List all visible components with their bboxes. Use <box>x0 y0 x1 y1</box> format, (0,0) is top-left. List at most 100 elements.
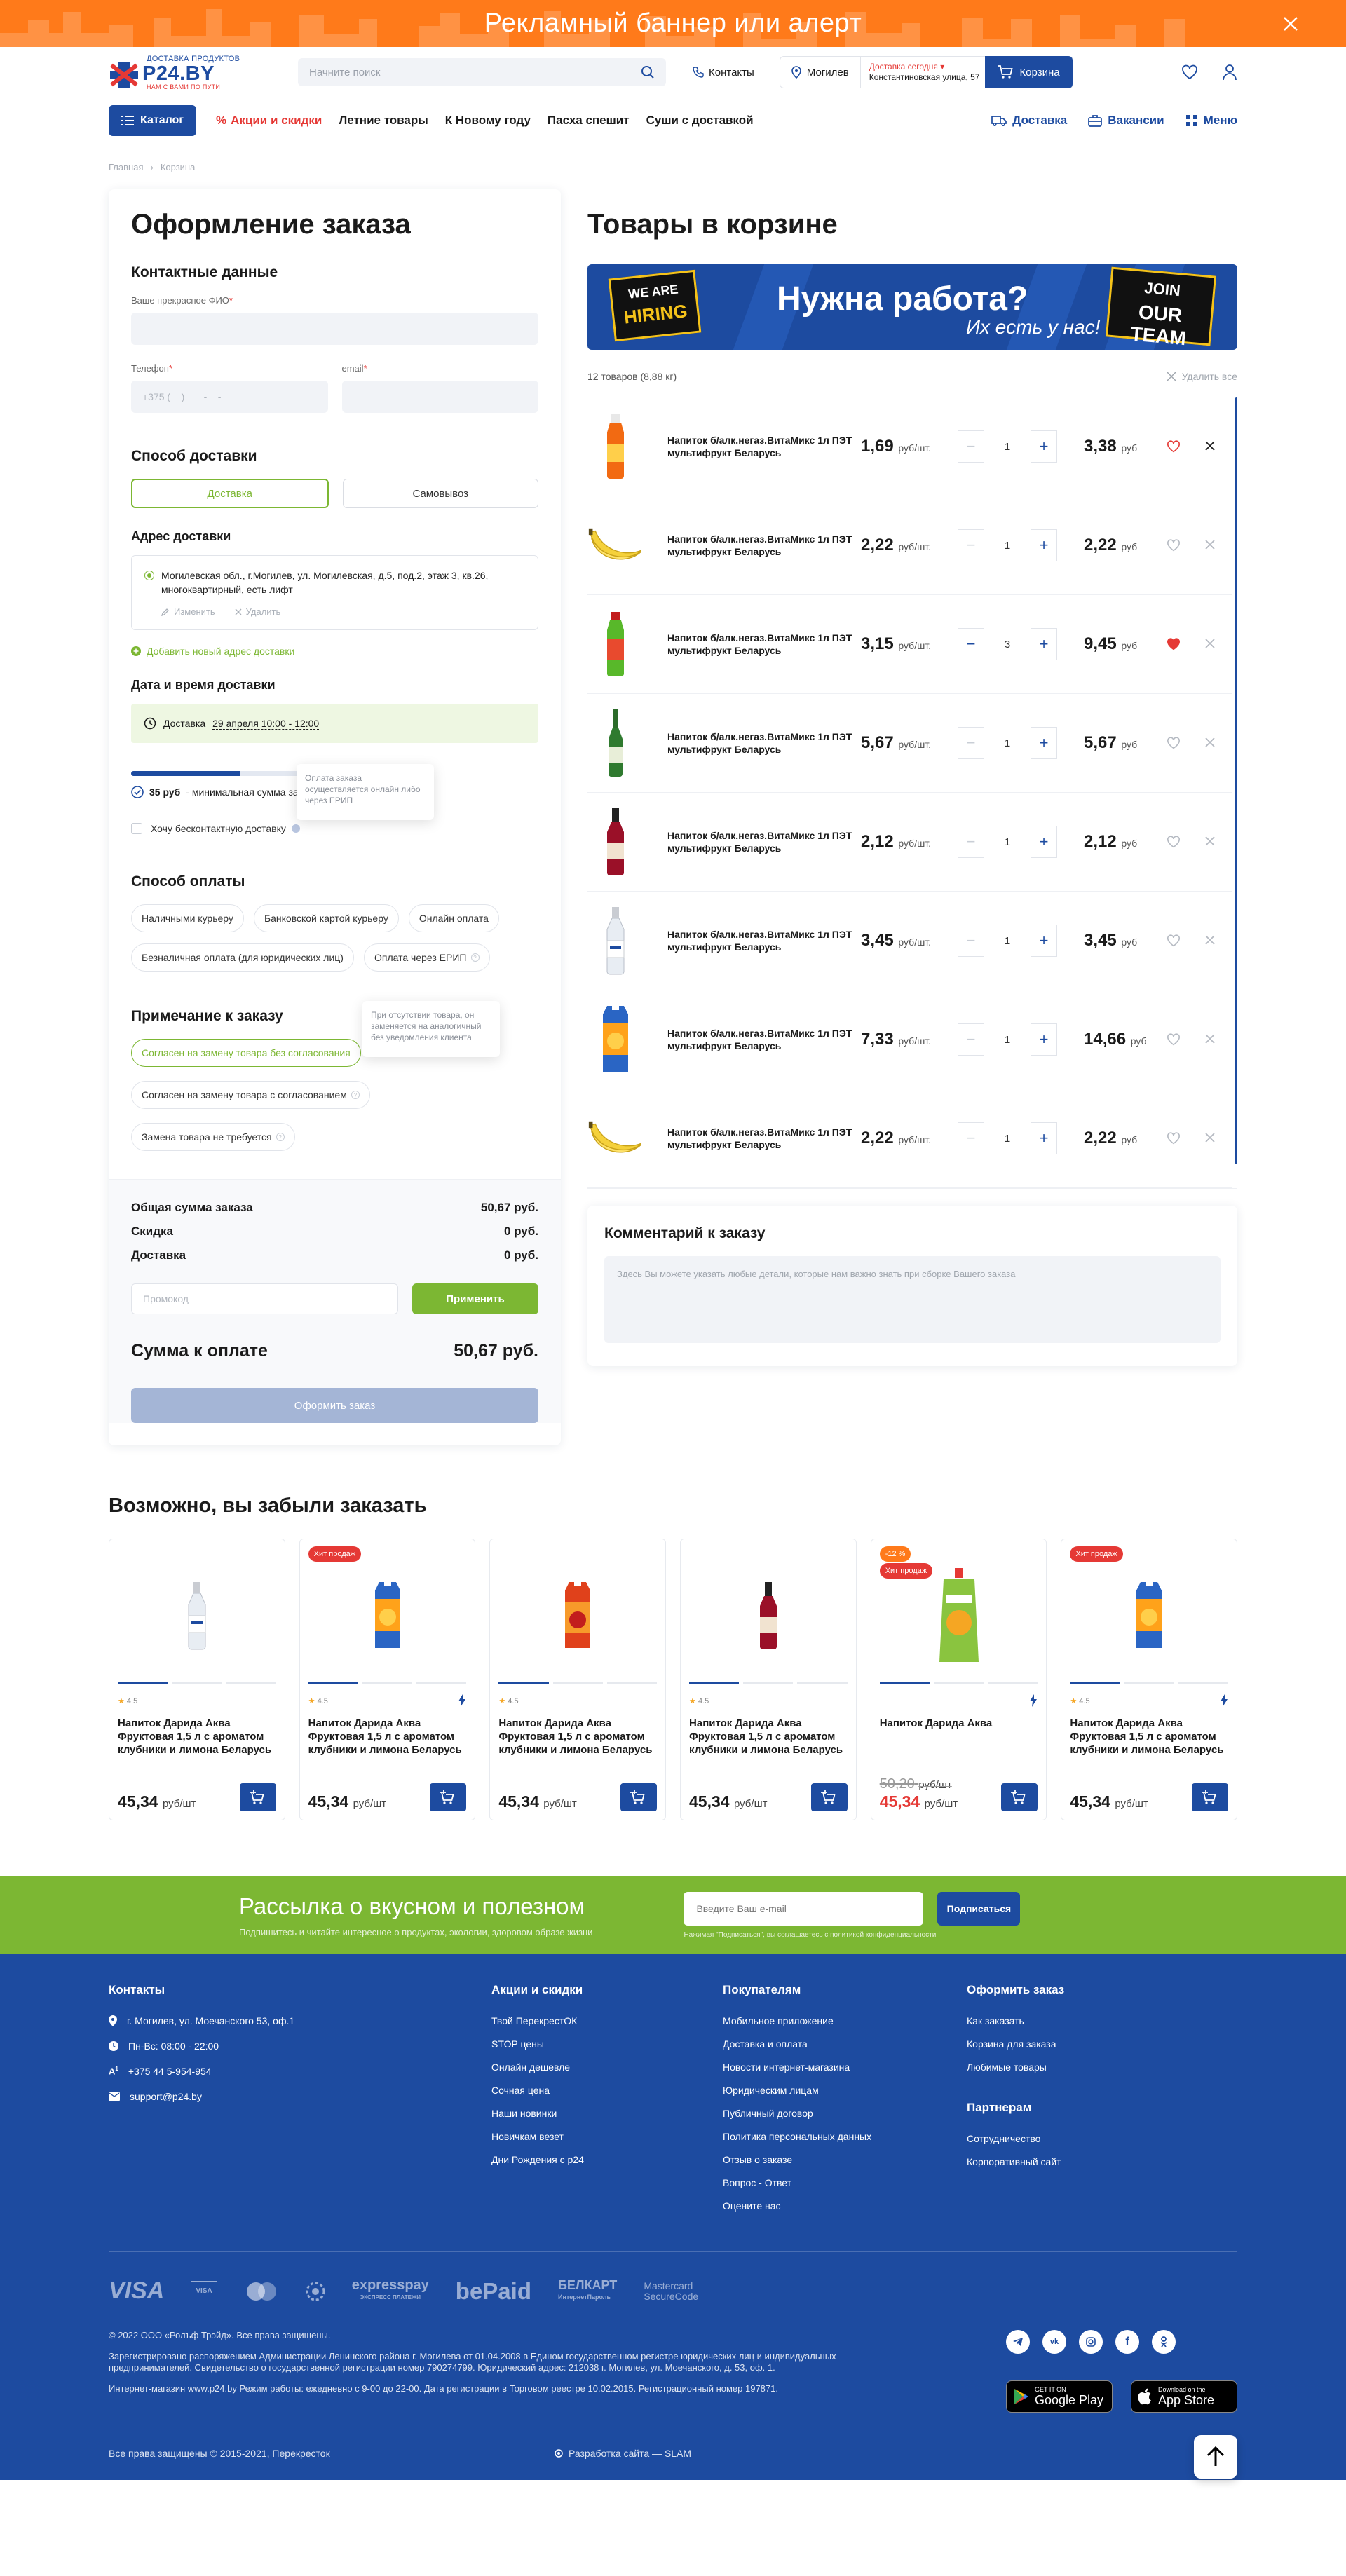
city-selector[interactable]: Могилев <box>780 57 861 88</box>
favorite-heart-icon[interactable] <box>1167 539 1181 552</box>
remove-item-icon[interactable] <box>1204 539 1216 550</box>
payment-cash[interactable]: Наличными курьеру <box>131 904 244 932</box>
favorites-heart-icon[interactable] <box>1181 64 1198 80</box>
search-icon[interactable] <box>641 65 655 79</box>
decrease-button[interactable]: − <box>958 925 984 957</box>
footer-link[interactable]: STOP цены <box>491 2038 544 2050</box>
footer-link[interactable]: Публичный договор <box>723 2108 813 2119</box>
footer-link[interactable]: Сочная цена <box>491 2085 550 2096</box>
footer-link[interactable]: Отзыв о заказе <box>723 2154 793 2165</box>
increase-button[interactable]: + <box>1031 826 1057 858</box>
delivery-option-pickup[interactable]: Самовывоз <box>342 479 538 508</box>
footer-link[interactable]: Корпоративный сайт <box>967 2156 1061 2167</box>
product-image[interactable] <box>587 906 644 976</box>
increase-button[interactable]: + <box>1031 430 1057 463</box>
footer-link[interactable]: Онлайн дешевле <box>491 2062 571 2073</box>
product-card[interactable]: ★ 4.5 Напиток Дарида Аква Фруктовая 1,5 … <box>109 1539 285 1820</box>
nav-sales[interactable]: % Акции и скидки <box>216 71 322 170</box>
help-icon[interactable]: ? <box>470 953 480 962</box>
decrease-button[interactable]: − <box>958 826 984 858</box>
add-to-cart-button[interactable] <box>1001 1783 1038 1811</box>
newsletter-email-input[interactable] <box>684 1891 924 1926</box>
product-card[interactable]: Хит продаж ★ 4.5 Напиток Дарида Аква Фру… <box>299 1539 476 1820</box>
email-field[interactable] <box>341 381 538 413</box>
app-store-button[interactable]: Download on the App Store <box>1131 2380 1237 2413</box>
footer-email[interactable]: support@p24.by <box>109 2091 491 2102</box>
quantity-value[interactable]: 1 <box>1004 737 1011 749</box>
increase-button[interactable]: + <box>1031 628 1057 660</box>
google-play-button[interactable]: GET IT ON Google Play <box>1006 2380 1113 2413</box>
cart-item-name[interactable]: Напиток б/алк.негаз.ВитаМикс 1л ПЭТ муль… <box>667 1126 852 1150</box>
name-field[interactable] <box>131 313 538 345</box>
product-image[interactable] <box>587 708 644 778</box>
quantity-value[interactable]: 1 <box>1004 934 1011 947</box>
contactless-checkbox[interactable] <box>131 823 142 834</box>
user-profile-icon[interactable] <box>1222 64 1237 81</box>
add-address-link[interactable]: Добавить новый адрес доставки <box>131 646 538 657</box>
developer-credit[interactable]: Разработка сайта — SLAM <box>555 2448 691 2459</box>
place-order-button[interactable]: Оформить заказ <box>131 1388 538 1423</box>
edit-address-button[interactable]: Изменить <box>161 606 215 617</box>
favorite-heart-icon[interactable] <box>1167 1033 1181 1046</box>
scroll-to-top-button[interactable] <box>1194 2435 1237 2479</box>
remove-address-button[interactable]: Удалить <box>235 606 280 617</box>
contacts-link[interactable]: Контакты <box>693 67 754 79</box>
payment-online[interactable]: Онлайн оплата <box>408 904 499 932</box>
cart-button[interactable]: Корзина <box>985 56 1073 88</box>
product-card[interactable]: -12 % Хит продаж Напиток Дарида Аква 50,2… <box>870 1539 1047 1820</box>
increase-button[interactable]: + <box>1031 529 1057 561</box>
decrease-button[interactable]: − <box>958 727 984 759</box>
delete-all-button[interactable]: Удалить все <box>1167 371 1237 382</box>
telegram-icon[interactable] <box>1006 2330 1030 2354</box>
product-card[interactable]: ★ 4.5 Напиток Дарида Аква Фруктовая 1,5 … <box>489 1539 667 1820</box>
product-card[interactable]: Хит продаж ★ 4.5 Напиток Дарида Аква Фру… <box>1061 1539 1238 1820</box>
comment-textarea[interactable] <box>604 1256 1221 1343</box>
cart-item-name[interactable]: Напиток б/алк.негаз.ВитаМикс 1л ПЭТ муль… <box>667 632 852 656</box>
increase-button[interactable]: + <box>1031 925 1057 957</box>
favorite-heart-icon[interactable] <box>1167 737 1181 749</box>
promo-banner[interactable]: Рекламный баннер или алерт <box>0 0 1346 47</box>
decrease-button[interactable]: − <box>958 1122 984 1154</box>
nav-menu[interactable]: Меню <box>1185 114 1237 128</box>
footer-link[interactable]: Мобильное приложение <box>723 2015 834 2026</box>
payment-cashless[interactable]: Безналичная оплата (для юридических лиц) <box>131 943 354 972</box>
product-image[interactable] <box>587 609 644 679</box>
address-card[interactable]: Могилевская обл., г.Могилев, ул. Могилев… <box>131 555 538 630</box>
product-image[interactable] <box>118 1556 276 1675</box>
remove-item-icon[interactable] <box>1204 836 1216 847</box>
favorite-heart-icon[interactable] <box>1167 440 1181 453</box>
footer-link[interactable]: Любимые товары <box>967 2062 1047 2073</box>
site-logo[interactable]: ДОСТАВКА ПРОДУКТОВ P24.BY НАМ С ВАМИ ПО … <box>109 54 249 90</box>
cart-item-name[interactable]: Напиток б/алк.негаз.ВитаМикс 1л ПЭТ муль… <box>667 1028 852 1051</box>
image-slider-dots[interactable] <box>689 1682 848 1684</box>
delivery-address-selector[interactable]: Доставка сегодня ▾ Константиновская улиц… <box>861 62 986 83</box>
increase-button[interactable]: + <box>1031 727 1057 759</box>
delivery-date-selector[interactable]: Доставка 29 апреля 10:00 - 12:00 <box>131 704 538 743</box>
product-image[interactable] <box>587 1004 644 1075</box>
remove-item-icon[interactable] <box>1204 440 1216 451</box>
search-input[interactable] <box>309 66 641 79</box>
product-image[interactable] <box>498 1556 657 1675</box>
product-image[interactable] <box>308 1556 467 1675</box>
note-replace-without-approval[interactable]: Согласен на замену товара без согласован… <box>131 1039 361 1067</box>
add-to-cart-button[interactable] <box>239 1783 276 1811</box>
product-image[interactable] <box>587 411 644 482</box>
vk-icon[interactable]: vk <box>1042 2330 1066 2354</box>
product-name[interactable]: Напиток Дарида Аква Фруктовая 1,5 л с ар… <box>118 1717 272 1756</box>
contactless-option[interactable]: Хочу бесконтактную доставку <box>131 823 538 834</box>
product-name[interactable]: Напиток Дарида Аква Фруктовая 1,5 л с ар… <box>308 1717 462 1756</box>
promo-code-input[interactable] <box>131 1283 398 1314</box>
favorite-heart-icon[interactable] <box>1167 836 1181 848</box>
decrease-button[interactable]: − <box>958 628 984 660</box>
product-name[interactable]: Напиток Дарида Аква Фруктовая 1,5 л с ар… <box>1070 1717 1224 1756</box>
quantity-value[interactable]: 1 <box>1004 836 1011 848</box>
quantity-value[interactable]: 1 <box>1004 1132 1011 1145</box>
close-icon[interactable] <box>1282 15 1300 33</box>
quantity-value[interactable]: 1 <box>1004 539 1011 552</box>
image-slider-dots[interactable] <box>1070 1682 1229 1684</box>
cart-item-name[interactable]: Напиток б/алк.негаз.ВитаМикс 1л ПЭТ муль… <box>667 731 852 755</box>
footer-link[interactable]: Наши новинки <box>491 2108 557 2119</box>
footer-link[interactable]: Как заказать <box>967 2015 1024 2026</box>
info-icon[interactable] <box>291 824 300 833</box>
increase-button[interactable]: + <box>1031 1122 1057 1154</box>
